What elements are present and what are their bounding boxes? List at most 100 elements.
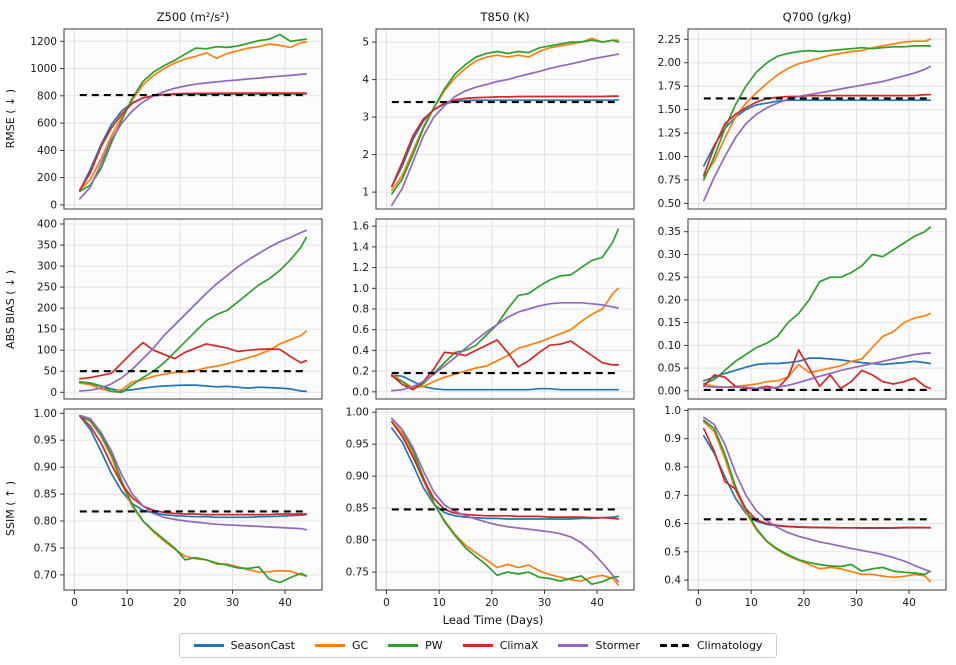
svg-text:10: 10 [121, 597, 134, 609]
panel-rmse-q700: 0.50 0.75 1.00 1.25 1.50 1.75 2.00 2.25 [644, 24, 956, 214]
svg-text:200: 200 [37, 303, 57, 315]
svg-text:350: 350 [37, 240, 57, 252]
svg-text:30: 30 [850, 597, 863, 609]
svg-text:200: 200 [37, 172, 57, 184]
svg-text:0.70: 0.70 [34, 569, 57, 581]
legend-item-pw: PW [388, 639, 443, 652]
panel-ssim-q700: 0.4 0.5 0.6 0.7 0.8 0.9 1.0 0 10 20 30 40 [644, 404, 956, 612]
svg-text:0.10: 0.10 [658, 340, 681, 352]
svg-text:0.35: 0.35 [658, 226, 681, 238]
svg-text:1.6: 1.6 [352, 221, 369, 233]
gc-line-swatch [314, 644, 345, 647]
svg-text:50: 50 [44, 366, 57, 378]
panel-ssim-t850: 0.75 0.80 0.85 0.90 0.95 1.00 0 10 20 30 40 [332, 404, 644, 612]
grid-corner [0, 0, 20, 24]
svg-text:1.0: 1.0 [664, 405, 681, 417]
panel-rmse-z500: 0 200 400 600 800 1000 1200 [20, 24, 332, 214]
panel-absbias-q700: 0.00 0.05 0.10 0.15 0.20 0.25 0.30 0.35 [644, 214, 956, 404]
svg-text:1200: 1200 [30, 36, 57, 48]
panel-ssim-z500: 0.70 0.75 0.80 0.85 0.90 0.95 1.00 0 10 20 30 40 [20, 404, 332, 612]
x-axis-label: Lead Time (Days) [442, 613, 544, 627]
svg-text:20: 20 [797, 597, 810, 609]
legend-label: SeasonCast [230, 639, 295, 652]
col-title-z500: Z500 (m²/s²) [156, 10, 230, 24]
row-label-absbias-text: ABS BIAS ( ↓ ) [3, 269, 17, 349]
panel-absbias-t850: 0.0 0.2 0.4 0.6 0.8 1.0 1.2 1.4 1.6 [332, 214, 644, 404]
svg-text:30: 30 [226, 597, 239, 609]
svg-text:1000: 1000 [30, 63, 57, 75]
svg-text:1.00: 1.00 [658, 151, 681, 163]
svg-text:1.2: 1.2 [352, 262, 369, 274]
svg-text:0.0: 0.0 [352, 386, 369, 398]
svg-text:0.5: 0.5 [664, 546, 681, 558]
svg-text:150: 150 [37, 324, 57, 336]
svg-text:4: 4 [362, 74, 369, 86]
svg-text:0.80: 0.80 [346, 535, 369, 547]
svg-text:30: 30 [538, 597, 551, 609]
svg-text:0.95: 0.95 [34, 435, 57, 447]
svg-text:20: 20 [173, 597, 186, 609]
svg-text:400: 400 [37, 219, 57, 231]
svg-text:5: 5 [362, 37, 369, 49]
svg-text:0.25: 0.25 [658, 272, 681, 284]
svg-text:0.4: 0.4 [352, 345, 369, 357]
svg-text:0.2: 0.2 [352, 366, 369, 378]
svg-text:1.25: 1.25 [658, 128, 681, 140]
svg-text:40: 40 [902, 597, 915, 609]
svg-text:0.50: 0.50 [658, 198, 681, 210]
svg-text:800: 800 [37, 90, 57, 102]
svg-text:0: 0 [695, 597, 702, 609]
svg-text:250: 250 [37, 282, 57, 294]
svg-text:1.4: 1.4 [352, 241, 369, 253]
col-title-q700: Q700 (g/kg) [782, 10, 852, 24]
svg-text:10: 10 [745, 597, 758, 609]
svg-text:0.90: 0.90 [346, 471, 369, 483]
legend-box: SeasonCast GC PW ClimaX Stormer Climatol… [178, 633, 778, 658]
svg-text:0.6: 0.6 [664, 518, 681, 530]
svg-text:0.85: 0.85 [346, 503, 369, 515]
climax-line-swatch [462, 644, 493, 647]
svg-text:0.75: 0.75 [34, 543, 57, 555]
row-label-rmse: RMSE ( ↓ ) [0, 24, 20, 214]
svg-text:3: 3 [362, 112, 369, 124]
svg-text:40: 40 [590, 597, 603, 609]
svg-text:20: 20 [485, 597, 498, 609]
svg-text:0.20: 0.20 [658, 294, 681, 306]
stormer-line-swatch [558, 644, 589, 647]
legend-item-stormer: Stormer [558, 639, 640, 652]
svg-text:0.75: 0.75 [658, 174, 681, 186]
svg-text:1: 1 [362, 187, 369, 199]
row-label-absbias: ABS BIAS ( ↓ ) [0, 214, 20, 404]
svg-text:0: 0 [50, 199, 57, 211]
svg-text:0.7: 0.7 [664, 490, 681, 502]
svg-text:1.00: 1.00 [34, 408, 57, 420]
legend-label: ClimaX [499, 639, 539, 652]
svg-text:2.25: 2.25 [658, 34, 681, 46]
legend-item-seasoncast: SeasonCast [193, 639, 295, 652]
svg-text:0.30: 0.30 [658, 249, 681, 261]
svg-text:2.00: 2.00 [658, 57, 681, 69]
legend-label: PW [425, 639, 443, 652]
svg-text:1.00: 1.00 [346, 407, 369, 419]
panel-absbias-z500: 0 50 100 150 200 250 300 350 400 [20, 214, 332, 404]
panel-rmse-t850: 1 2 3 4 5 [332, 24, 644, 214]
row-label-ssim-text: SSIM ( ↑ ) [3, 480, 17, 536]
svg-text:0.90: 0.90 [34, 462, 57, 474]
legend-label: Stormer [595, 639, 640, 652]
svg-text:0.85: 0.85 [34, 489, 57, 501]
svg-text:1.75: 1.75 [658, 81, 681, 93]
row-label-ssim: SSIM ( ↑ ) [0, 404, 20, 612]
svg-text:0: 0 [383, 597, 390, 609]
climatology-dashed-swatch [659, 644, 690, 647]
svg-text:2: 2 [362, 149, 369, 161]
svg-text:400: 400 [37, 145, 57, 157]
panel-grid: Z500 (m²/s²) T850 (K) Q700 (g/kg) RMSE (… [0, 0, 956, 612]
svg-text:0.15: 0.15 [658, 317, 681, 329]
svg-text:40: 40 [278, 597, 291, 609]
seasoncast-line-swatch [193, 644, 224, 647]
svg-text:0.95: 0.95 [346, 439, 369, 451]
svg-text:300: 300 [37, 261, 57, 273]
svg-text:0.80: 0.80 [34, 516, 57, 528]
legend-item-gc: GC [314, 639, 368, 652]
